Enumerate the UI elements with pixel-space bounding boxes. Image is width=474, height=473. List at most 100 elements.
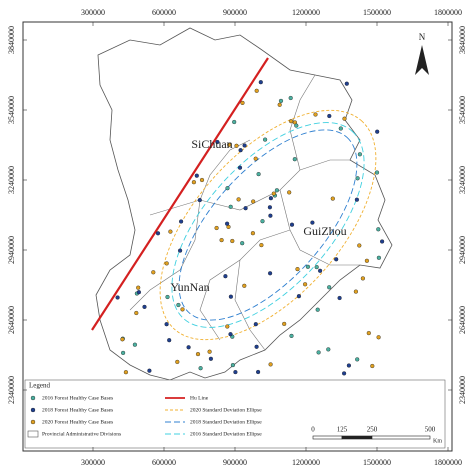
case-point xyxy=(228,294,233,299)
x-tick-label: 1800000 xyxy=(434,8,462,17)
case-point xyxy=(305,264,310,269)
case-point xyxy=(374,170,380,175)
legend-title: Legend xyxy=(29,382,50,390)
scale-seg xyxy=(371,435,431,440)
case-point xyxy=(357,152,362,157)
case-point xyxy=(253,156,258,161)
case-point xyxy=(186,345,191,350)
case-point xyxy=(268,213,273,218)
case-point xyxy=(357,243,362,248)
case-point xyxy=(375,129,380,134)
legend-symbol xyxy=(30,395,36,401)
case-point xyxy=(303,282,308,287)
legend-label: 2020 Standard Deviation Ellipse xyxy=(190,407,262,413)
case-point xyxy=(164,322,169,327)
case-points xyxy=(115,80,385,376)
scale-label: 500 xyxy=(425,426,436,434)
north-label: N xyxy=(419,32,426,42)
case-point xyxy=(167,338,172,343)
case-point xyxy=(253,322,258,327)
ellipse-2018 xyxy=(178,129,358,321)
case-point xyxy=(274,188,279,193)
case-point xyxy=(366,331,371,336)
case-point xyxy=(228,332,233,337)
case-point xyxy=(242,283,247,288)
case-point xyxy=(165,294,170,300)
case-point xyxy=(282,321,287,326)
case-point xyxy=(230,238,235,244)
y-tick-label: 2340000 xyxy=(458,376,467,404)
case-point xyxy=(234,143,239,148)
y-tick-label: 3540000 xyxy=(7,96,16,124)
case-point xyxy=(310,220,315,225)
case-point xyxy=(316,350,321,355)
x-tick-label: 1500000 xyxy=(363,8,391,17)
case-point xyxy=(346,363,351,368)
x-tick-label: 300000 xyxy=(81,8,105,17)
case-point xyxy=(376,255,381,260)
scale-seg xyxy=(312,435,343,440)
case-point xyxy=(354,197,359,202)
case-point xyxy=(236,197,241,202)
case-point xyxy=(344,81,349,86)
case-point xyxy=(338,126,343,131)
y-tick-label: 3540000 xyxy=(458,96,467,124)
case-point xyxy=(251,199,256,204)
case-point xyxy=(318,268,323,273)
legend-symbol xyxy=(30,419,36,425)
x-tick-label: 1200000 xyxy=(292,8,320,17)
scale-bar: 0 125 250 500 Km xyxy=(311,426,442,445)
scale-label: 125 xyxy=(337,426,348,434)
case-point xyxy=(225,186,230,191)
case-point xyxy=(197,198,202,203)
scale-label: 250 xyxy=(367,426,378,434)
scale-unit: Km xyxy=(433,438,442,444)
case-point xyxy=(134,310,139,316)
case-point xyxy=(296,294,301,299)
case-point xyxy=(256,369,261,375)
case-point xyxy=(353,289,358,294)
legend-label: Hu Line xyxy=(190,395,209,401)
case-point xyxy=(268,196,273,201)
y-tick-label: 3840000 xyxy=(458,26,467,54)
case-point xyxy=(289,333,294,338)
case-point xyxy=(355,176,360,181)
case-point xyxy=(230,363,235,368)
region-label: YunNan xyxy=(170,280,209,294)
case-point xyxy=(315,307,320,312)
x-tick-label: 900000 xyxy=(223,458,247,467)
y-tick-label: 3840000 xyxy=(7,26,16,54)
case-point xyxy=(120,350,126,355)
legend-symbol xyxy=(27,430,39,438)
ellipse-2020 xyxy=(159,109,377,341)
case-point xyxy=(132,342,137,347)
axis-ticks: 300000 300000 600000 600000 900000 900000 1200… xyxy=(7,8,467,467)
ellipse-2016 xyxy=(171,122,365,328)
y-tick-label: 3240000 xyxy=(458,166,467,194)
case-point xyxy=(327,285,332,290)
legend-label: 2018 Forest Healthy Case Bases xyxy=(42,407,113,413)
case-point xyxy=(355,357,360,362)
case-point xyxy=(268,362,273,367)
case-point xyxy=(342,116,347,121)
case-point xyxy=(142,304,147,309)
case-point xyxy=(219,238,224,243)
case-point xyxy=(168,229,173,234)
case-point xyxy=(151,270,156,275)
hu-line xyxy=(91,57,269,331)
scale-label: 0 xyxy=(311,426,315,434)
legend-label: 2020 Forest Healthy Case Bases xyxy=(42,419,113,425)
case-point xyxy=(136,285,141,290)
case-point xyxy=(180,307,185,312)
x-tick-label: 600000 xyxy=(152,8,176,17)
case-point xyxy=(278,98,284,103)
case-point xyxy=(164,261,169,266)
case-point xyxy=(267,205,272,210)
case-point xyxy=(194,173,199,178)
region-label: SiChuan xyxy=(191,137,232,151)
case-point xyxy=(223,274,228,279)
case-point xyxy=(313,112,318,117)
scale-seg xyxy=(341,435,373,440)
case-point xyxy=(238,148,243,153)
